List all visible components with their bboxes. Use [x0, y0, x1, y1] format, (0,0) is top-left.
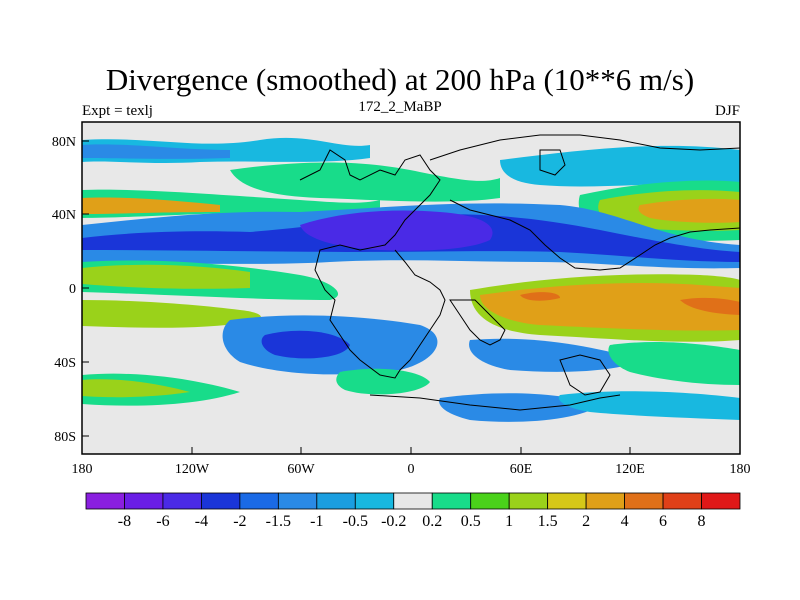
x-tick-label: 0	[408, 462, 415, 477]
colorbar-label: -8	[118, 513, 131, 530]
colorbar-swatch	[547, 492, 587, 510]
colorbar-label: -2	[233, 513, 246, 530]
colorbar-label: -1	[310, 513, 323, 530]
map-title: Divergence (smoothed) at 200 hPa (10**6 …	[105, 62, 695, 97]
contour-region	[82, 144, 230, 159]
colorbar-swatch	[508, 492, 549, 510]
contour-region	[82, 300, 261, 328]
colorbar: -8 -6 -4 -2 -1.5 -1 -0.5 -0.2 0.2 0.5 1 1.5 2 4 6 8	[85, 492, 741, 530]
colorbar-label: -1.5	[266, 513, 291, 530]
x-tick-label: 60W	[287, 462, 315, 477]
colorbar-label: -4	[195, 513, 208, 530]
colorbar-label: 6	[659, 513, 667, 530]
colorbar-label: -0.2	[381, 513, 406, 530]
colorbar-swatch	[124, 492, 164, 510]
experiment-label: Expt = texlj	[82, 103, 153, 119]
contour-region	[261, 330, 350, 359]
y-tick-label: 80N	[52, 135, 76, 150]
x-tick-label: 180	[72, 462, 93, 477]
colorbar-label: 0.2	[422, 513, 442, 530]
colorbar-swatch	[624, 492, 664, 510]
y-tick-label: 80S	[54, 430, 76, 445]
colorbar-swatch	[277, 492, 318, 510]
colorbar-label: 4	[621, 513, 629, 530]
colorbar-swatch	[431, 492, 472, 510]
colorbar-label: 1.5	[538, 513, 558, 530]
colorbar-swatch	[239, 492, 279, 510]
colorbar-swatch	[85, 492, 125, 510]
colorbar-label: 2	[582, 513, 590, 530]
contour-region	[500, 145, 740, 187]
x-tick-label: 180	[730, 462, 751, 477]
contour-region	[82, 197, 220, 214]
colorbar-label: 1	[505, 513, 513, 530]
x-tick-label: 60E	[510, 462, 533, 477]
contour-region	[638, 198, 740, 223]
contour-region	[336, 368, 430, 395]
colorbar-swatch	[585, 492, 625, 510]
contour-region	[558, 391, 740, 420]
contour-region	[608, 342, 740, 385]
contour-region	[300, 210, 493, 251]
colorbar-swatch	[354, 492, 395, 510]
colorbar-label: 8	[698, 513, 706, 530]
colorbar-label: -6	[156, 513, 169, 530]
land-outline	[299, 134, 740, 411]
colorbar-swatch	[701, 492, 741, 510]
contour-region	[469, 338, 640, 372]
x-tick-label: 120E	[615, 462, 645, 477]
contour-region	[82, 379, 190, 398]
x-tick-label: 120W	[175, 462, 210, 477]
y-tick-label: 0	[69, 282, 76, 297]
y-tick-label: 40S	[54, 356, 76, 371]
season-label: DJF	[714, 103, 740, 119]
divergence-field	[82, 122, 740, 454]
axis-ticks	[81, 140, 741, 454]
colorbar-label: -0.5	[343, 513, 368, 530]
y-tick-label: 40N	[52, 208, 76, 223]
colorbar-swatch	[662, 492, 702, 510]
contour-region	[82, 264, 250, 289]
colorbar-swatch	[162, 492, 202, 510]
colorbar-swatch	[316, 492, 356, 510]
contour-region	[680, 297, 740, 315]
colorbar-swatch	[393, 492, 433, 510]
run-label: 172_2_MaBP	[358, 99, 442, 115]
colorbar-swatch	[470, 492, 510, 510]
colorbar-swatch	[201, 492, 241, 510]
colorbar-label: 0.5	[461, 513, 481, 530]
contour-region	[520, 292, 560, 301]
